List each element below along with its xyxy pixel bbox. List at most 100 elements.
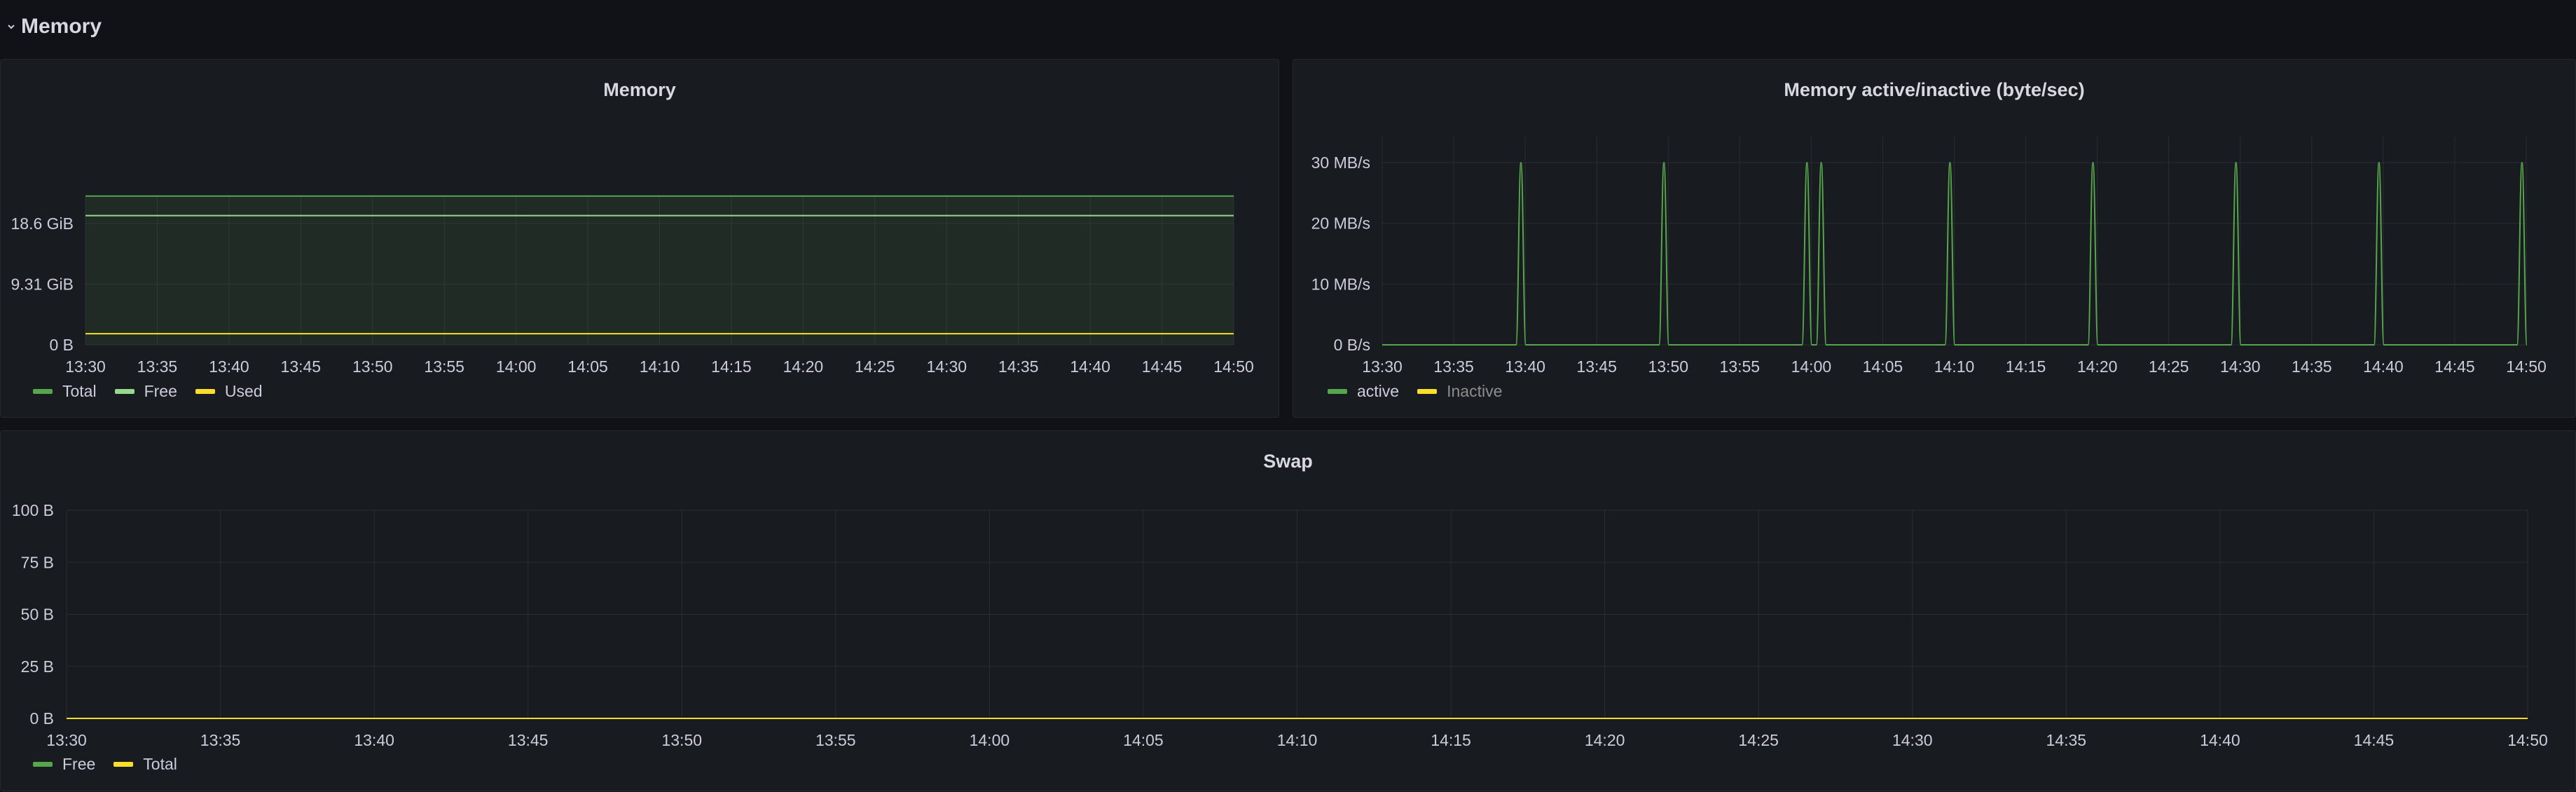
legend-item-total[interactable]: Total — [33, 382, 97, 401]
x-tick-label: 13:30 — [46, 731, 87, 749]
y-tick-label: 0 B — [49, 336, 74, 354]
x-tick-label: 14:40 — [2200, 731, 2240, 749]
x-tick-label: 14:00 — [1791, 357, 1832, 376]
swap-legend: Free Total — [33, 755, 195, 774]
legend-label: Used — [224, 382, 263, 400]
x-tick-label: 14:15 — [711, 357, 752, 376]
x-tick-label: 14:30 — [926, 357, 967, 376]
panel-title[interactable]: Memory active/inactive (byte/sec) — [1784, 79, 2085, 100]
chevron-down-icon[interactable] — [4, 20, 18, 34]
y-tick-label: 9.31 GiB — [11, 275, 74, 293]
x-tick-label: 14:05 — [1123, 731, 1164, 749]
legend-swatch — [195, 389, 215, 394]
x-tick-label: 14:25 — [2149, 357, 2189, 376]
x-tick-label: 13:50 — [661, 731, 702, 749]
x-tick-label: 14:30 — [1892, 731, 1933, 749]
x-tick-label: 13:30 — [1362, 357, 1403, 376]
x-tick-label: 14:35 — [2046, 731, 2087, 749]
y-tick-label: 10 MB/s — [1311, 275, 1370, 293]
y-tick-label: 18.6 GiB — [11, 214, 74, 233]
x-tick-label: 14:15 — [2006, 357, 2046, 376]
swap-panel: Swap 13:30 13:35 13:40 13:45 13:50 13:55 14:00… — [0, 430, 2576, 791]
y-tick-label: 25 B — [21, 657, 54, 676]
x-tick-label: 14:30 — [2220, 357, 2261, 376]
x-tick-label: 14:50 — [2506, 357, 2547, 376]
memory-panel: Memory 13:30 13:35 13:40 13:45 13:50 13:55 14:… — [0, 59, 1279, 418]
memory-active-legend: active Inactive — [1328, 382, 1520, 401]
y-tick-label: 20 MB/s — [1311, 214, 1370, 233]
legend-label: active — [1357, 382, 1400, 400]
x-tick-label: 13:45 — [281, 357, 322, 376]
x-tick-label: 14:10 — [1934, 357, 1975, 376]
x-tick-label: 13:35 — [1433, 357, 1474, 376]
row-header[interactable]: Memory — [0, 0, 2576, 53]
x-tick-label: 14:05 — [1863, 357, 1903, 376]
x-tick-label: 14:00 — [496, 357, 537, 376]
x-tick-label: 13:30 — [65, 357, 106, 376]
x-tick-label: 13:55 — [815, 731, 856, 749]
x-tick-label: 13:35 — [137, 357, 178, 376]
x-tick-label: 14:35 — [998, 357, 1039, 376]
x-tick-label: 14:10 — [640, 357, 680, 376]
series-line-active — [1382, 161, 2528, 346]
legend-swatch — [33, 389, 53, 394]
panel-title[interactable]: Memory — [603, 79, 676, 100]
x-tick-label: 14:05 — [567, 357, 608, 376]
legend-label: Free — [62, 755, 96, 773]
x-tick-label: 14:40 — [2363, 357, 2404, 376]
x-tick-label: 14:50 — [2507, 731, 2548, 749]
legend-swatch — [114, 389, 135, 394]
series-area-total — [85, 196, 1234, 345]
x-tick-label: 14:35 — [2292, 357, 2332, 376]
x-tick-label: 13:40 — [354, 731, 394, 749]
legend-swatch — [33, 762, 53, 767]
x-tick-label: 13:55 — [1720, 357, 1761, 376]
memory-active-panel: Memory active/inactive (byte/sec) 13:30 1… — [1293, 59, 2576, 418]
y-tick-label: 100 B — [12, 501, 54, 519]
x-tick-label: 13:55 — [424, 357, 464, 376]
x-tick-label: 13:40 — [209, 357, 249, 376]
memory-chart: 13:30 13:35 13:40 13:45 13:50 13:55 14:00 14:05… — [11, 195, 1254, 376]
legend-label: Total — [62, 382, 97, 400]
x-tick-label: 14:50 — [1213, 357, 1254, 376]
legend-swatch — [1328, 389, 1347, 394]
y-tick-label: 0 B/s — [1334, 336, 1370, 354]
legend-label: Total — [143, 755, 177, 773]
x-tick-label: 14:45 — [2434, 357, 2475, 376]
x-tick-label: 13:40 — [1505, 357, 1545, 376]
x-tick-label: 14:25 — [855, 357, 895, 376]
legend-swatch — [113, 762, 134, 767]
x-tick-label: 13:45 — [1576, 357, 1617, 376]
x-tick-label: 13:45 — [508, 731, 549, 749]
x-tick-label: 14:15 — [1431, 731, 1471, 749]
legend-item-active[interactable]: active — [1328, 382, 1399, 401]
panel-title[interactable]: Swap — [1263, 451, 1313, 472]
x-tick-label: 14:40 — [1070, 357, 1110, 376]
legend-label: Inactive — [1447, 382, 1503, 400]
legend-item-inactive[interactable]: Inactive — [1417, 382, 1502, 401]
memory-active-chart: 13:30 13:35 13:40 13:45 13:50 13:55 14:00 14:05… — [1311, 137, 2547, 376]
x-tick-label: 14:20 — [783, 357, 824, 376]
legend-item-free[interactable]: Free — [33, 755, 95, 774]
x-tick-label: 14:20 — [1585, 731, 1625, 749]
x-tick-label: 13:50 — [352, 357, 393, 376]
legend-item-used[interactable]: Used — [195, 382, 263, 401]
legend-item-free[interactable]: Free — [114, 382, 177, 401]
x-tick-label: 14:00 — [970, 731, 1010, 749]
x-tick-label: 14:45 — [1142, 357, 1183, 376]
y-tick-label: 75 B — [21, 553, 54, 571]
y-tick-label: 30 MB/s — [1311, 153, 1370, 172]
x-tick-label: 14:25 — [1738, 731, 1779, 749]
x-tick-label: 14:10 — [1277, 731, 1318, 749]
y-tick-label: 0 B — [29, 709, 54, 728]
x-tick-label: 13:35 — [200, 731, 241, 749]
swap-chart: 13:30 13:35 13:40 13:45 13:50 13:55 14:00 14:05… — [12, 501, 2548, 749]
legend-label: Free — [144, 382, 177, 400]
legend-swatch — [1417, 389, 1438, 394]
y-tick-label: 50 B — [21, 606, 54, 624]
memory-legend: Total Free Used — [33, 382, 281, 401]
x-tick-label: 13:50 — [1648, 357, 1688, 376]
row-title[interactable]: Memory — [21, 15, 102, 38]
legend-item-total[interactable]: Total — [113, 755, 177, 774]
x-tick-label: 14:20 — [2077, 357, 2118, 376]
